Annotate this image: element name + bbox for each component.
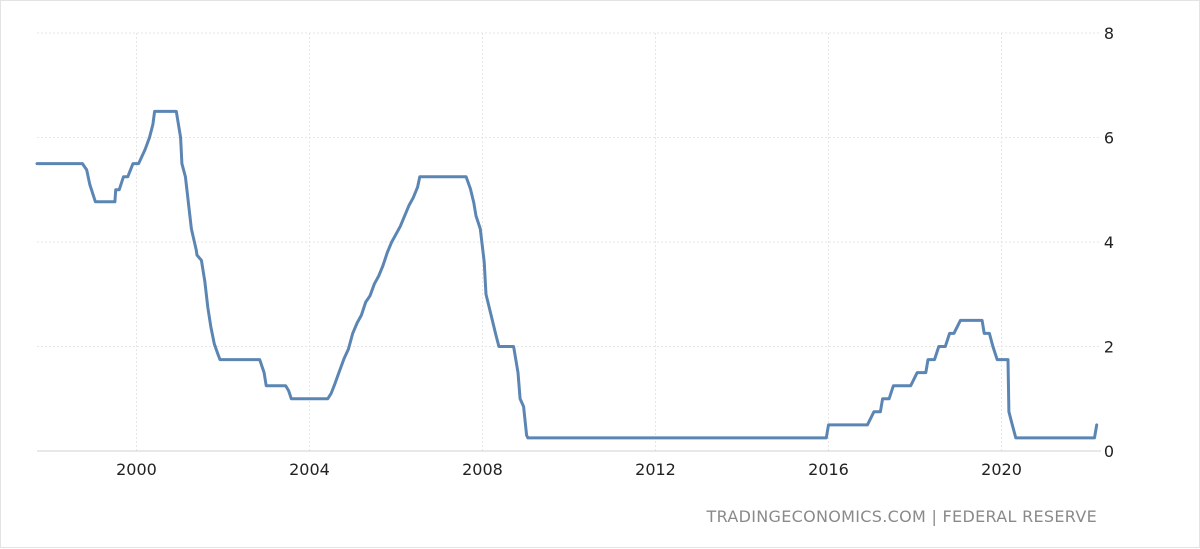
tick-labels: 0 2 4 6 8 2000 2004 2008 2012 2016 2020 xyxy=(116,24,1114,479)
y-tick-label: 4 xyxy=(1104,233,1114,252)
source-attribution: TRADINGECONOMICS.COM | FEDERAL RESERVE xyxy=(706,507,1097,526)
y-tick-label: 2 xyxy=(1104,338,1114,357)
x-tick-label: 2004 xyxy=(289,460,330,479)
y-tick-label: 8 xyxy=(1104,24,1114,43)
grid-lines xyxy=(37,32,1101,452)
x-tick-label: 2008 xyxy=(462,460,503,479)
x-tick-label: 2000 xyxy=(116,460,157,479)
y-tick-label: 6 xyxy=(1104,129,1114,148)
y-tick-label: 0 xyxy=(1104,442,1114,461)
x-tick-label: 2016 xyxy=(808,460,849,479)
x-tick-label: 2020 xyxy=(981,460,1022,479)
x-tick-label: 2012 xyxy=(635,460,676,479)
series-line xyxy=(35,109,1099,440)
series-line-group xyxy=(35,109,1099,440)
